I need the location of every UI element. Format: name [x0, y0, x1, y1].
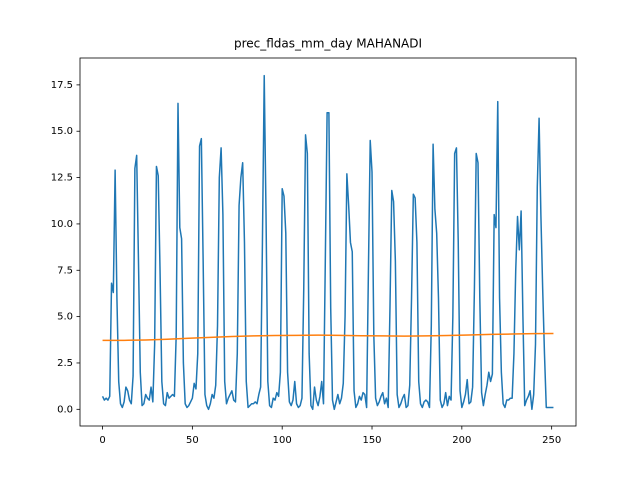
axes-frame	[79, 57, 577, 427]
chart-title: prec_fldas_mm_day MAHANADI	[234, 37, 422, 51]
x-tick-label: 100	[273, 435, 292, 446]
x-tick-label: 150	[362, 435, 381, 446]
plot-area	[101, 74, 554, 411]
x-tick-label: 250	[542, 435, 561, 446]
y-tick-label: 15.0	[51, 126, 73, 137]
y-tick-label: 12.5	[51, 173, 73, 184]
data-line	[102, 332, 554, 342]
x-tick-label: 200	[452, 435, 471, 446]
y-tick-label: 0.0	[57, 404, 73, 415]
x-tick-label: 0	[99, 435, 105, 446]
y-tick-label: 2.5	[57, 358, 73, 369]
y-tick-label: 5.0	[57, 312, 73, 323]
x-tick-label: 50	[186, 435, 199, 446]
data-line	[101, 74, 554, 411]
y-tick-label: 10.0	[51, 219, 73, 230]
y-tick-label: 17.5	[51, 80, 73, 91]
y-tick-label: 7.5	[57, 265, 73, 276]
